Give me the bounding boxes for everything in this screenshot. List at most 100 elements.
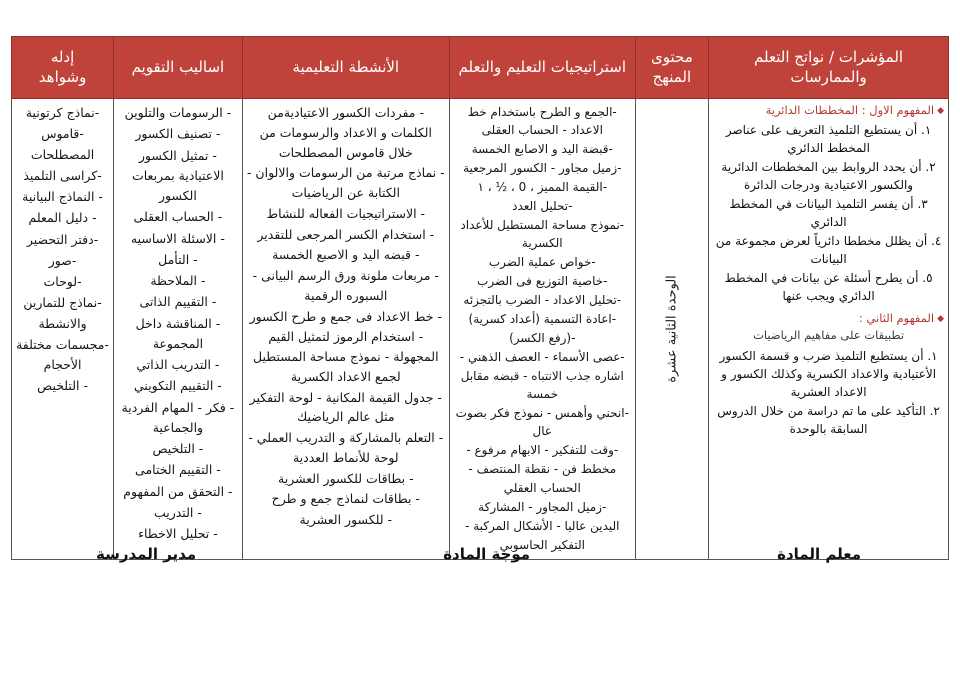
list-item: -لوحات <box>43 274 82 289</box>
list-item: -زميل المجاور - المشاركة <box>478 500 607 514</box>
list-item: اليدين عاليا - الأشكال المركبة - <box>465 519 620 533</box>
header-learning-outcomes-line2: والممارسات <box>790 67 867 86</box>
cell-teaching-strategies: -الجمع و الطرح باستخدام خط الاعداد - الح… <box>448 98 636 560</box>
concept-2-heading-text: المفهوم الثاني : <box>858 310 935 325</box>
list-item: -عصى الأسماء - العصف الذهني - <box>459 350 625 364</box>
list-item: - التقييم التكويني <box>134 378 222 394</box>
concept-1-outcome-list: ١. أن يستطيع التلميذ التعريف على عناصر ا… <box>713 121 944 305</box>
list-item: -تحليل العدد <box>512 199 573 213</box>
list-item: - مربعات ملونة ورق الرسم البيانى - السبو… <box>252 268 439 303</box>
list-item: مخطط فن - نقطة المنتصف - <box>468 462 617 476</box>
concept-2-subheading: تطبيقات على مفاهيم الرياضيات <box>753 328 905 343</box>
list-item: - للكسور العشرية <box>299 512 393 527</box>
list-item: - الملاحظة <box>150 273 206 288</box>
list-item: -مجسمات مختلفة الأحجام <box>16 336 109 372</box>
concept-1-heading-text: المفهوم الاول : المخططات الدائرية <box>765 103 935 117</box>
list-item: - قبضه اليد و الاصبع الخمسة <box>272 247 420 263</box>
list-item: ٢. التأكيد على ما تم دراسة من خلال الدرو… <box>717 403 940 436</box>
list-item: - فكر - المهام الفردية والجماعية <box>121 399 235 435</box>
cell-educational-activities: - مفردات الكسور الاعتياديةمن الكلمات و ا… <box>241 98 450 560</box>
list-item: -(رفع الكسر) <box>509 331 576 345</box>
list-item: ١. أن يستطيع التلميذ ضرب و قسمة الكسور ا… <box>719 348 938 399</box>
list-item: -القيمة المميز ، 0 ، ½ ، ١ <box>477 180 608 194</box>
list-item: - دليل المعلم <box>28 210 97 226</box>
list-item: -قاموس المصطلحات <box>30 126 95 162</box>
header-curriculum-content: محتوى المنهج <box>634 36 710 99</box>
list-item: -وقت للتفكير - الابهام مرفوع - <box>466 443 619 457</box>
signature-row: معلم المادة موجة المادة مدير المدرسة <box>11 545 949 563</box>
educational-activities-list: - مفردات الكسور الاعتياديةمن الكلمات و ا… <box>247 103 445 530</box>
list-item: الحساب العقلي <box>503 481 581 495</box>
list-item: -دفتر التحضير <box>26 231 99 247</box>
header-evidence-line2: وشواهد <box>38 67 87 86</box>
list-item: - الحساب العقلى <box>133 209 223 225</box>
header-learning-outcomes-line1: المؤشرات / نواتج التعلم <box>754 48 904 67</box>
cell-evidence: -نماذج كرتونية -قاموس المصطلحات -كراسى ا… <box>10 98 115 560</box>
list-item: - التعلم بالمشاركة و التدريب العملي - لو… <box>248 430 444 465</box>
list-item: ٥. أن يطرح أسئلة عن بيانات في المخطط الد… <box>724 270 933 303</box>
list-item: - التلخيص <box>37 378 88 394</box>
list-item: -كراسى التلميذ <box>23 167 102 183</box>
diamond-bullet-icon: ◆ <box>937 313 944 324</box>
list-item: اشاره جذب الانتباه - قبضه مقابل خمسة <box>460 369 624 401</box>
list-item: - استخدام الرموز لتمثيل القيم المجهولة -… <box>253 329 439 384</box>
header-curriculum-content-line2: المنهج <box>652 67 692 86</box>
list-item: -نماذج للتمارين والانشطة <box>23 295 102 331</box>
list-item: - بطاقات لنماذج جمع و طرح <box>271 491 420 507</box>
list-item: - المناقشة داخل المجموعة <box>135 315 221 351</box>
concept-block-2: ◆المفهوم الثاني : تطبيقات على مفاهيم الر… <box>713 311 944 438</box>
concept-1-heading: ◆المفهوم الاول : المخططات الدائرية <box>713 103 944 119</box>
list-item: ٣. أن يفسر التلميذ البيانات في المخطط ال… <box>729 196 928 229</box>
list-item: ٢. أن يحدد الروابط بين المخططات الدائرية… <box>721 159 936 192</box>
assessment-methods-list: - الرسومات والتلوين - تصنيف الكسور - تمث… <box>118 103 238 544</box>
header-assessment-methods: اساليب التقويم <box>113 36 243 99</box>
header-learning-outcomes: المؤشرات / نواتج التعلم والممارسات <box>708 36 949 99</box>
curriculum-unit-label: الوحدة الثانية عشرة <box>664 275 680 383</box>
cell-learning-outcomes: ◆المفهوم الاول : المخططات الدائرية ١. أن… <box>708 98 949 560</box>
signature-supervisor: موجة المادة <box>443 545 531 563</box>
list-item: - تصنيف الكسور <box>135 126 221 142</box>
list-item: - التدريب <box>153 504 202 520</box>
list-item: - النماذج البيانية <box>22 189 103 204</box>
list-item: - بطاقات للكسور العشرية <box>278 470 414 486</box>
concept-2-outcome-list: ١. أن يستطيع التلميذ ضرب و قسمة الكسور ا… <box>713 347 944 438</box>
signature-teacher: معلم المادة <box>777 545 861 563</box>
teaching-strategies-list: -الجمع و الطرح باستخدام خط الاعداد - الح… <box>454 103 631 554</box>
list-item: - التقييم الذاتى <box>139 294 217 310</box>
cell-curriculum-content: الوحدة الثانية عشرة <box>634 98 710 560</box>
list-item: -نموذج مساحة المستطيل للأعداد الكسرية <box>460 218 625 250</box>
list-item: - التدريب الذاتي <box>136 357 220 372</box>
concept-2-heading: ◆المفهوم الثاني : <box>713 311 944 327</box>
list-item: -اعادة التسمية (أعداد كسرية) <box>468 312 617 326</box>
list-item: - التقييم الختامى <box>135 462 221 478</box>
list-item: -خواص عملية الضرب <box>488 255 596 269</box>
header-evidence: إدله وشواهد <box>10 36 115 99</box>
list-item: -خاصية التوزيع فى الضرب <box>477 274 608 288</box>
concept-block-1: ◆المفهوم الاول : المخططات الدائرية ١. أن… <box>713 103 944 305</box>
list-item: - جدول القيمة المكانية - لوحة التفكير مث… <box>249 389 442 425</box>
list-item: التفكير الحاسوبي <box>499 538 585 552</box>
list-item: ٤. أن يظلل مخططا دائرياً لعرض مجموعة من … <box>715 233 942 266</box>
list-item: -تحليل الاعداد - الضرب بالتجزئه <box>463 293 622 307</box>
header-teaching-strategies: استراتيجيات التعليم والتعلم <box>448 36 636 99</box>
table-body: ◆المفهوم الاول : المخططات الدائرية ١. أن… <box>10 98 949 560</box>
list-item: - استخدام الكسر المرجعى للتقدير <box>257 226 435 242</box>
list-item: -زميل مجاور - الكسور المرجعية <box>463 161 622 175</box>
list-item: - الاستراتيجيات الفعاله للنشاط <box>266 205 426 221</box>
list-item: - الرسومات والتلوين <box>124 105 232 120</box>
list-item: -نماذج كرتونية <box>25 105 100 120</box>
list-item: - التلخيص <box>152 441 204 456</box>
list-item: -الجمع و الطرح باستخدام خط الاعداد - الح… <box>467 105 617 137</box>
list-item: - التأمل <box>158 251 198 267</box>
list-item: -قبضة اليد و الاصابع الخمسة <box>471 142 613 156</box>
evidence-list: -نماذج كرتونية -قاموس المصطلحات -كراسى ا… <box>16 103 109 397</box>
list-item: - خط الاعداد فى جمع و طرح الكسور <box>249 308 442 324</box>
list-item: - تمثيل الكسور الاعتيادية بمربعات الكسور <box>131 147 224 204</box>
header-curriculum-content-line1: محتوى <box>651 48 693 67</box>
signature-director: مدير المدرسة <box>96 545 197 563</box>
lesson-plan-table: المؤشرات / نواتج التعلم والممارسات محتوى… <box>10 36 949 560</box>
list-item: ١. أن يستطيع التلميذ التعريف على عناصر ا… <box>725 122 932 155</box>
header-evidence-line1: إدله <box>50 48 75 67</box>
list-item: - التحقق من المفهوم <box>123 483 233 499</box>
